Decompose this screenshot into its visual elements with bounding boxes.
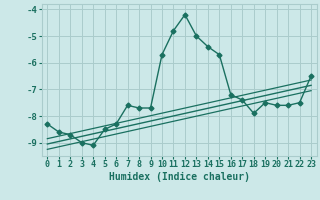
X-axis label: Humidex (Indice chaleur): Humidex (Indice chaleur)	[109, 172, 250, 182]
